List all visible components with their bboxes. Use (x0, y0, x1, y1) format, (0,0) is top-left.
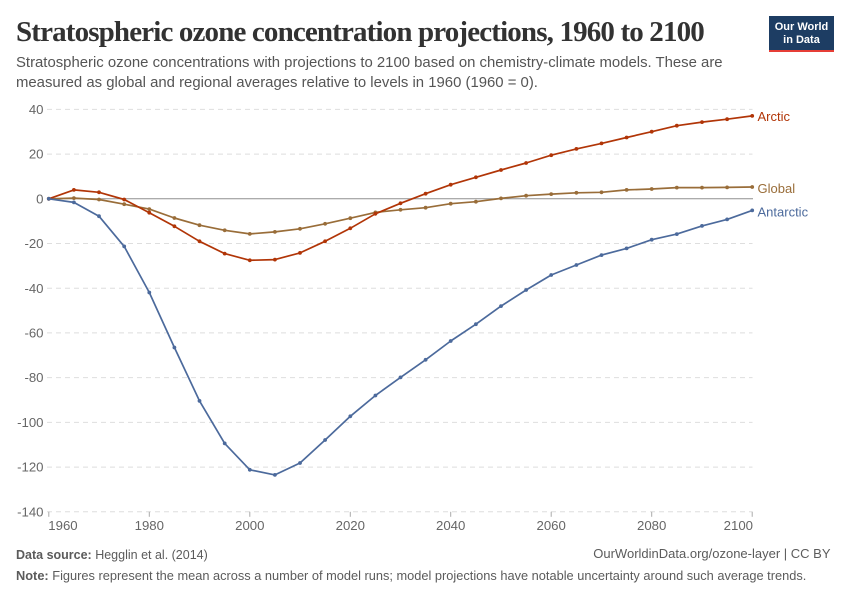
svg-text:40: 40 (29, 102, 44, 117)
svg-text:2080: 2080 (637, 518, 666, 533)
svg-text:-100: -100 (17, 415, 43, 430)
svg-text:20: 20 (29, 147, 44, 162)
svg-text:2100: 2100 (724, 518, 753, 533)
svg-text:-20: -20 (24, 236, 43, 251)
svg-text:Global: Global (758, 181, 796, 196)
svg-text:1980: 1980 (135, 518, 164, 533)
svg-text:2040: 2040 (436, 518, 465, 533)
svg-text:0: 0 (36, 191, 43, 206)
svg-text:Antarctic: Antarctic (758, 204, 809, 219)
svg-text:2020: 2020 (336, 518, 365, 533)
svg-text:-80: -80 (24, 370, 43, 385)
svg-text:-40: -40 (24, 281, 43, 296)
svg-text:2000: 2000 (235, 518, 264, 533)
svg-text:-60: -60 (24, 326, 43, 341)
svg-text:-140: -140 (17, 504, 43, 519)
svg-text:2060: 2060 (537, 518, 566, 533)
svg-text:1960: 1960 (48, 518, 77, 533)
svg-text:Arctic: Arctic (758, 109, 791, 124)
svg-text:-120: -120 (17, 460, 43, 475)
